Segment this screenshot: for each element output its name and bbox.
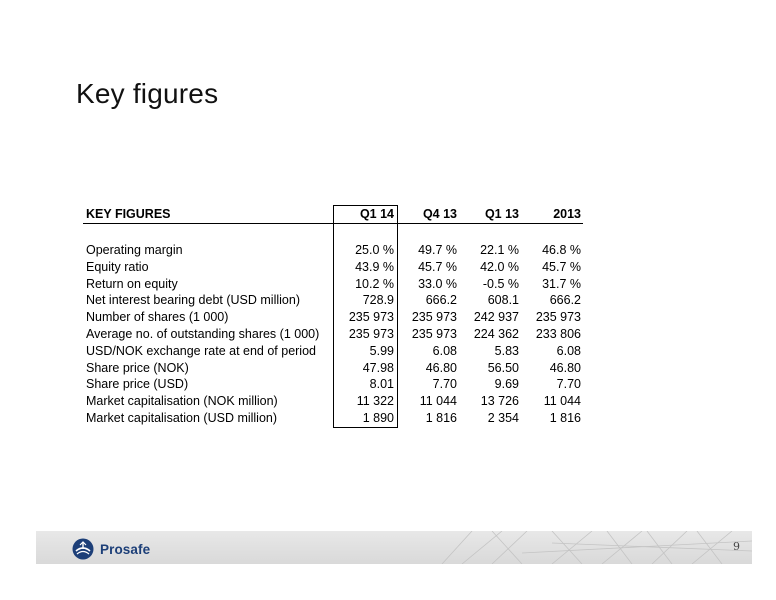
table-row: Market capitalisation (NOK million) 11 3…	[83, 393, 583, 410]
page-title: Key figures	[76, 78, 219, 109]
row-label: Share price (NOK)	[86, 360, 189, 375]
table-row: Share price (NOK) 47.98 46.80 56.50 46.8…	[83, 359, 583, 377]
cell-value: 56.50	[487, 360, 519, 375]
row-label: Market capitalisation (USD million)	[86, 411, 278, 426]
footer-bar: Prosafe 9	[36, 531, 752, 564]
cell-value: 46.8 %	[542, 243, 581, 257]
decorative-lines-graphic	[441, 531, 752, 564]
cell-value: 11 322	[333, 393, 398, 410]
table-row: Average no. of outstanding shares (1 000…	[83, 325, 583, 343]
cell-value: 8.01	[333, 376, 398, 394]
cell-value: 233 806	[535, 326, 581, 341]
brand-name: Prosafe	[100, 541, 151, 557]
cell-value: 666.2	[425, 293, 457, 308]
cell-value: 13 726	[480, 394, 519, 409]
cell-value: 7.70	[556, 377, 581, 392]
cell-value: 1 816	[425, 411, 457, 426]
column-header-q4-13: Q4 13	[397, 205, 460, 224]
cell-value: 42.0 %	[480, 259, 519, 274]
table-row: Share price (USD) 8.01 7.70 9.69 7.70	[83, 376, 583, 394]
table-row: Return on equity 10.2 % 33.0 % -0.5 % 31…	[83, 275, 583, 293]
row-label: Number of shares (1 000)	[86, 310, 229, 325]
row-label: Net interest bearing debt (USD million)	[86, 293, 300, 308]
table-row: Net interest bearing debt (USD million) …	[83, 292, 583, 310]
cell-value: 728.9	[333, 292, 398, 310]
cell-value: 608.1	[487, 293, 519, 308]
cell-value: 46.80	[425, 360, 457, 375]
cell-value: 11 044	[543, 394, 581, 409]
cell-value: 43.9 %	[333, 258, 398, 276]
cell-value: 235 973	[411, 310, 457, 325]
cell-value: 242 937	[473, 310, 519, 325]
row-label: Share price (USD)	[86, 377, 189, 392]
cell-value: 31.7 %	[542, 276, 581, 291]
table-row: Market capitalisation (USD million) 1 89…	[83, 409, 583, 428]
key-figures-table: KEY FIGURES Q1 14 Q4 13 Q1 13 2013 Opera…	[83, 205, 583, 428]
row-label: Return on equity	[86, 276, 178, 291]
cell-value: 46.80	[549, 360, 581, 375]
cell-value: 235 973	[411, 326, 457, 341]
cell-value: 5.83	[494, 343, 519, 358]
cell-value: 6.08	[556, 343, 581, 358]
cell-value: 235 973	[333, 309, 398, 326]
table-header-label: KEY FIGURES	[83, 205, 334, 224]
cell-value: 7.70	[432, 377, 457, 392]
row-label: USD/NOK exchange rate at end of period	[86, 343, 316, 358]
table-row: Operating margin 25.0 % 49.7 % 22.1 % 46…	[83, 242, 583, 259]
row-label: Equity ratio	[86, 259, 149, 274]
cell-value: 235 973	[333, 325, 398, 343]
cell-value: 10.2 %	[333, 275, 398, 293]
cell-value: 33.0 %	[418, 276, 457, 291]
cell-value: -0.5 %	[482, 276, 519, 291]
cell-value: 5.99	[333, 342, 398, 360]
cell-value: 11 044	[419, 394, 457, 409]
prosafe-logo: Prosafe	[72, 538, 150, 560]
column-header-q1-13: Q1 13	[460, 205, 522, 224]
cell-value: 235 973	[535, 310, 581, 325]
cell-value: 224 362	[473, 326, 519, 341]
cell-value: 666.2	[549, 293, 581, 308]
cell-value: 1 890	[333, 409, 398, 428]
cell-value: 9.69	[494, 377, 519, 392]
row-label: Average no. of outstanding shares (1 000…	[86, 326, 320, 341]
cell-value: 6.08	[432, 343, 457, 358]
cell-value: 2 354	[487, 411, 519, 426]
table-row: USD/NOK exchange rate at end of period 5…	[83, 342, 583, 360]
column-header-2013: 2013	[522, 205, 583, 224]
table-header-row: KEY FIGURES Q1 14 Q4 13 Q1 13 2013	[83, 205, 583, 224]
prosafe-logo-icon	[72, 538, 94, 560]
cell-value: 1 816	[549, 411, 581, 426]
cell-value: 22.1 %	[480, 243, 519, 257]
table-row: Number of shares (1 000) 235 973 235 973…	[83, 309, 583, 326]
cell-value: 25.0 %	[333, 242, 398, 259]
spacer-row	[83, 223, 583, 242]
cell-value: 45.7 %	[542, 259, 581, 274]
cell-value: 47.98	[333, 359, 398, 377]
row-label: Market capitalisation (NOK million)	[86, 394, 278, 409]
cell-value: 49.7 %	[418, 243, 457, 257]
page-number: 9	[733, 540, 740, 553]
cell-value: 45.7 %	[418, 259, 457, 274]
column-header-q1-14: Q1 14	[333, 205, 398, 224]
table-row: Equity ratio 43.9 % 45.7 % 42.0 % 45.7 %	[83, 258, 583, 276]
row-label: Operating margin	[86, 243, 183, 257]
